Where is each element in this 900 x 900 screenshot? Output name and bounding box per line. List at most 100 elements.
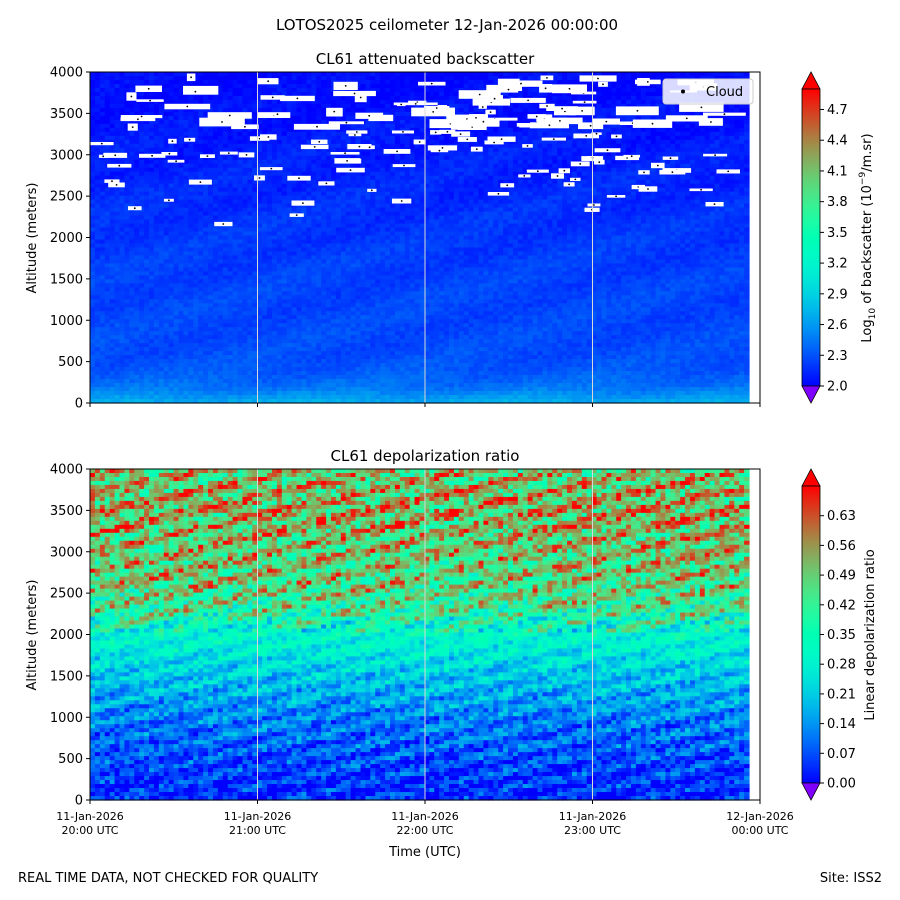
heatmap-cell	[326, 207, 332, 213]
heatmap-cell	[665, 103, 671, 109]
heatmap-cell	[90, 99, 96, 105]
heatmap-cell	[601, 199, 607, 205]
heatmap-cell	[704, 199, 711, 205]
heatmap-cell	[473, 155, 480, 161]
heatmap-cell	[611, 151, 617, 157]
heatmap-cell	[404, 191, 411, 197]
heatmap-cell	[414, 155, 421, 161]
heatmap-cell	[149, 187, 155, 193]
heatmap-cell	[409, 183, 416, 189]
heatmap-cell	[414, 72, 421, 77]
heatmap-cell	[252, 171, 258, 177]
heatmap-cell	[694, 211, 701, 217]
heatmap-cell	[552, 191, 558, 197]
heatmap-cell	[724, 195, 730, 201]
heatmap-cell	[183, 95, 189, 101]
heatmap-cell	[680, 163, 686, 169]
heatmap-cell	[729, 103, 735, 109]
heatmap-cell	[645, 163, 652, 169]
heatmap-cell	[547, 79, 553, 85]
heatmap-cell	[252, 183, 258, 189]
heatmap-cell	[552, 203, 558, 209]
heatmap-cell	[134, 79, 140, 85]
heatmap-cell	[94, 111, 101, 117]
heatmap-cell	[158, 79, 165, 85]
heatmap-cell	[621, 147, 627, 153]
heatmap-cell	[645, 159, 652, 165]
heatmap-cell	[739, 75, 745, 81]
heatmap-cell	[567, 127, 573, 133]
heatmap-cell	[109, 171, 116, 177]
heatmap-cell	[90, 187, 96, 193]
heatmap-cell	[699, 111, 706, 117]
heatmap-cell	[94, 127, 101, 133]
heatmap-cell	[552, 91, 558, 97]
heatmap-cell	[630, 83, 637, 89]
heatmap-cell	[262, 207, 268, 213]
heatmap-cell	[473, 75, 480, 81]
heatmap-cell	[163, 111, 170, 117]
heatmap-cell	[537, 211, 544, 217]
heatmap-cell	[109, 159, 116, 165]
heatmap-cell	[694, 171, 701, 177]
heatmap-cell	[567, 195, 573, 201]
heatmap-cell	[434, 87, 440, 93]
heatmap-cell	[232, 139, 239, 145]
heatmap-cell	[616, 103, 622, 109]
heatmap-cell	[586, 87, 593, 93]
heatmap-cell	[355, 179, 362, 185]
heatmap-cell	[193, 203, 199, 209]
heatmap-cell	[326, 183, 332, 189]
heatmap-cell	[611, 83, 617, 89]
heatmap-cell	[734, 215, 740, 221]
heatmap-cell	[517, 179, 524, 185]
heatmap-cell	[340, 199, 347, 205]
heatmap-cell	[611, 211, 617, 217]
heatmap-cell	[257, 159, 263, 165]
heatmap-cell	[203, 131, 209, 137]
heatmap-cell	[104, 83, 111, 89]
heatmap-cell	[630, 167, 637, 173]
heatmap-cell	[109, 195, 116, 201]
heatmap-cell	[316, 107, 322, 113]
heatmap-cell	[567, 151, 573, 157]
heatmap-cell	[601, 155, 607, 161]
heatmap-cell	[434, 155, 440, 161]
heatmap-cell	[311, 115, 317, 121]
heatmap-cell	[650, 115, 657, 121]
heatmap-cell	[360, 151, 367, 157]
heatmap-cell	[271, 211, 278, 217]
heatmap-cell	[380, 151, 386, 157]
heatmap-cell	[675, 119, 681, 125]
heatmap-cell	[375, 107, 381, 113]
heatmap-cell	[493, 215, 499, 221]
heatmap-cell	[478, 127, 485, 133]
heatmap-cell	[473, 183, 480, 189]
heatmap-cell	[99, 75, 106, 81]
heatmap-cell	[675, 163, 681, 169]
heatmap-cell	[635, 115, 642, 121]
heatmap-cell	[134, 179, 140, 185]
heatmap-cell	[114, 99, 121, 105]
heatmap-cell	[271, 99, 278, 105]
heatmap-cell	[380, 195, 386, 201]
heatmap-cell	[596, 163, 603, 169]
heatmap-cell	[463, 167, 470, 173]
heatmap-cell	[675, 183, 681, 189]
heatmap-cell	[444, 151, 450, 157]
heatmap-cell	[232, 195, 239, 201]
heatmap-cell	[276, 159, 283, 165]
heatmap-cell	[99, 99, 106, 105]
heatmap-cell	[621, 191, 627, 197]
heatmap-cell	[281, 127, 288, 133]
heatmap-cell	[90, 83, 96, 89]
heatmap-cell	[306, 72, 312, 77]
heatmap-cell	[208, 199, 214, 205]
heatmap-cell	[724, 75, 730, 81]
heatmap-cell	[601, 175, 607, 181]
heatmap-cell	[562, 175, 568, 181]
heatmap-cell	[124, 171, 130, 177]
heatmap-cell	[355, 139, 362, 145]
heatmap-cell	[498, 103, 504, 109]
heatmap-cell	[449, 211, 455, 217]
